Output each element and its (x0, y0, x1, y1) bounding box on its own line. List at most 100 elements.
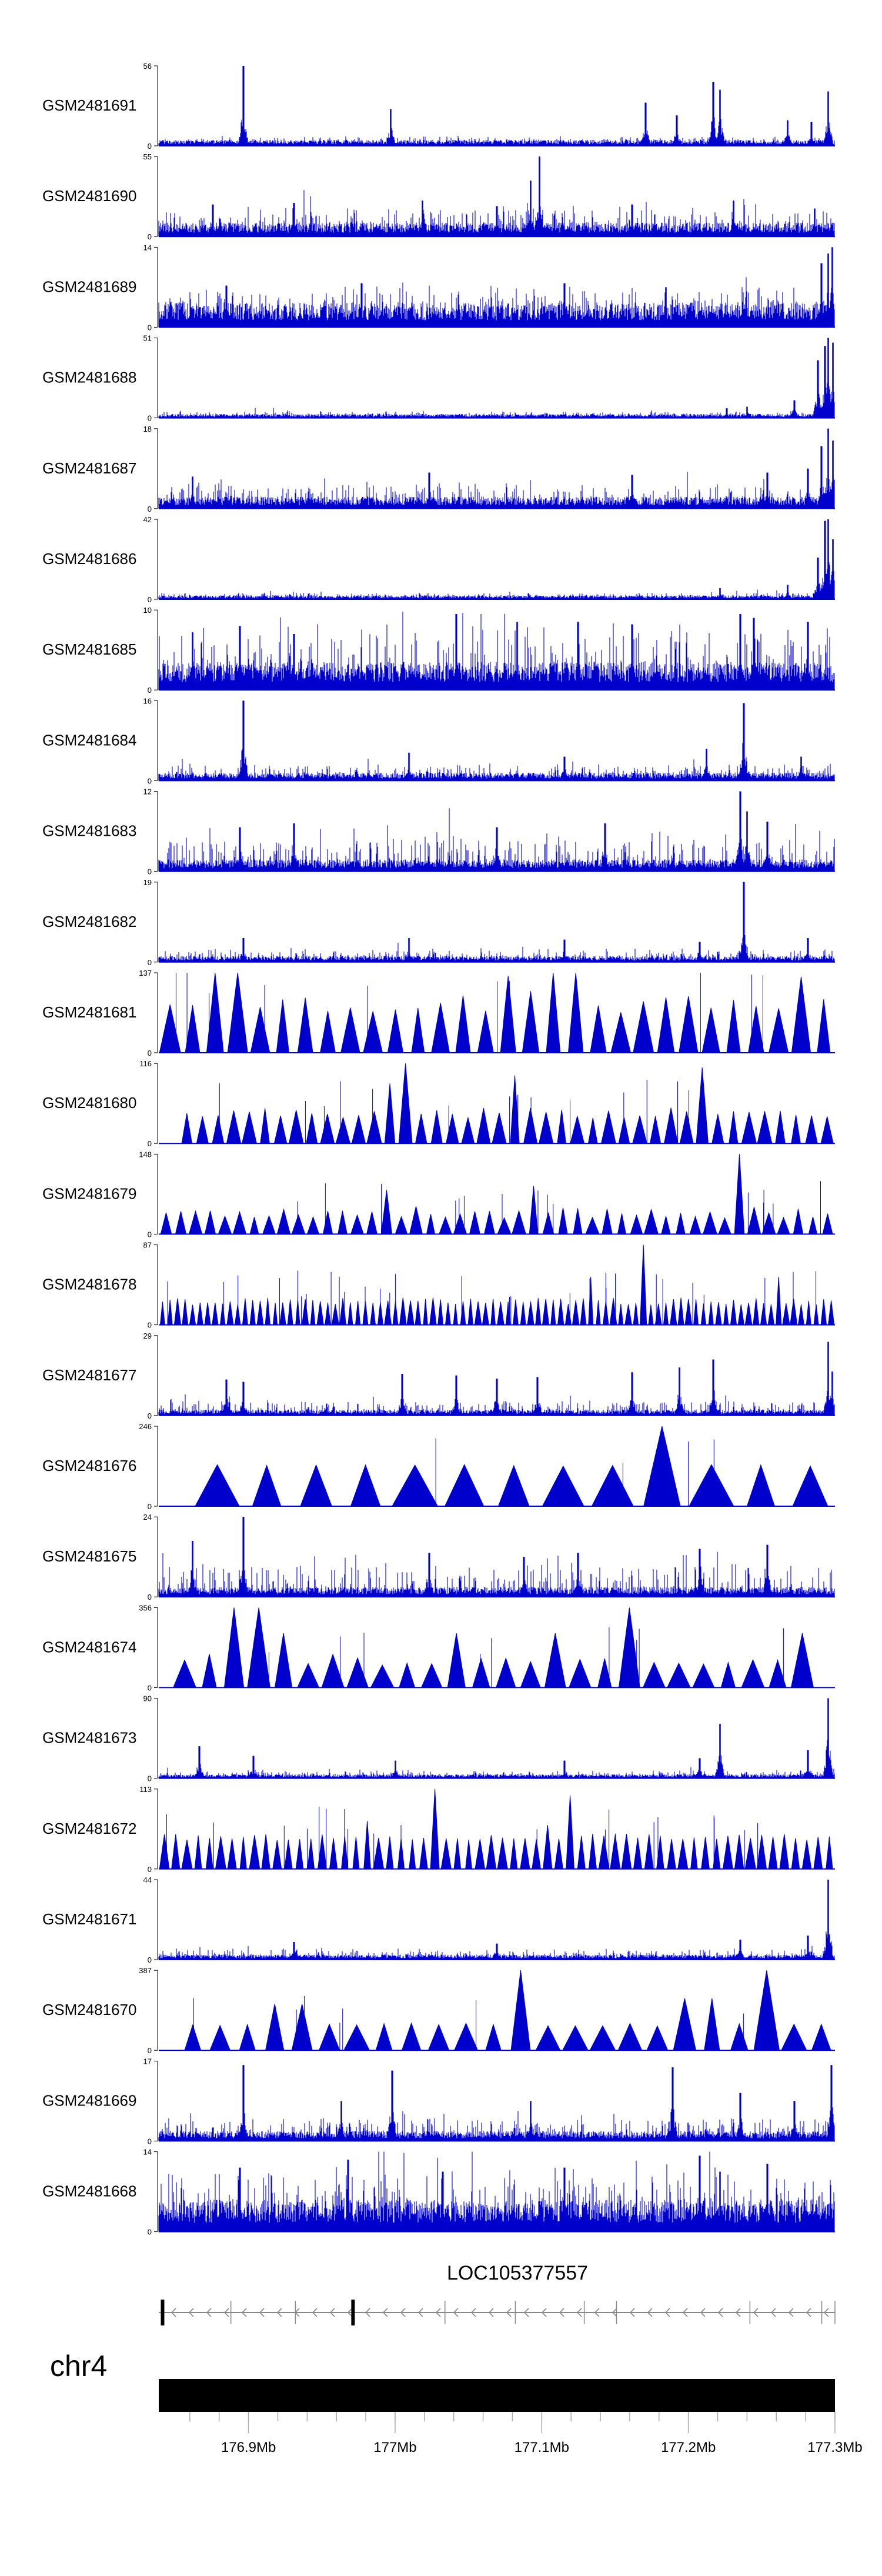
track-GSM2481672: GSM2481672 113 0 (42, 1785, 835, 1874)
track-label: GSM2481686 (42, 550, 136, 568)
strand-arrow (788, 2308, 794, 2317)
signal-area (179, 1063, 835, 1144)
track-GSM2481683: GSM2481683 12 0 (42, 788, 835, 876)
track-GSM2481690: GSM2481690 55 0 (42, 152, 835, 241)
track-label: GSM2481674 (42, 1638, 136, 1656)
strand-arrow (823, 2308, 829, 2317)
signal-bars (158, 156, 835, 237)
y-axis-min-label: 0 (148, 1502, 152, 1511)
y-axis-min-label: 0 (148, 595, 152, 604)
track-label: GSM2481668 (42, 2183, 136, 2200)
y-axis-max-label: 16 (143, 696, 152, 705)
strand-arrow (629, 2308, 635, 2317)
strand-arrow (347, 2308, 353, 2317)
strand-arrow (276, 2308, 282, 2317)
strand-arrow (576, 2308, 582, 2317)
strand-arrow (488, 2308, 494, 2317)
track-GSM2481670: GSM2481670 387 0 (42, 1966, 835, 2055)
y-axis-min-label: 0 (148, 1139, 152, 1148)
strand-arrow (717, 2308, 723, 2317)
track-GSM2481684: GSM2481684 16 0 (42, 696, 835, 785)
signal-area (192, 1426, 835, 1507)
strand-arrow (559, 2308, 564, 2317)
track-GSM2481680: GSM2481680 116 0 (42, 1059, 835, 1148)
track-label: GSM2481677 (42, 1366, 136, 1384)
track-label: GSM2481689 (42, 278, 136, 295)
y-axis-max-label: 87 (143, 1241, 152, 1250)
y-axis-max-label: 18 (143, 425, 152, 433)
signal-bars (158, 2065, 835, 2141)
track-GSM2481689: GSM2481689 14 0 (42, 243, 835, 332)
strand-arrow (735, 2308, 741, 2317)
y-axis-min-label: 0 (148, 867, 152, 876)
y-axis-min-label: 0 (148, 686, 152, 695)
strand-arrow (700, 2308, 706, 2317)
y-axis-max-label: 19 (143, 878, 152, 887)
strand-arrow (171, 2308, 176, 2317)
y-axis-min-label: 0 (148, 142, 152, 151)
track-label: GSM2481669 (42, 2091, 136, 2109)
y-axis-min-label: 0 (148, 1049, 152, 1057)
y-axis-max-label: 137 (139, 969, 152, 977)
y-axis-max-label: 42 (143, 515, 152, 524)
strand-arrow (329, 2308, 335, 2317)
track-label: GSM2481690 (42, 187, 136, 205)
track-label: GSM2481679 (42, 1184, 136, 1202)
exon (161, 2300, 165, 2325)
track-label: GSM2481672 (42, 1820, 136, 1837)
signal-area (159, 1154, 835, 1234)
strand-arrow (523, 2308, 529, 2317)
signal-area (179, 1970, 835, 2051)
y-axis-max-label: 90 (143, 1694, 152, 1703)
track-GSM2481685: GSM2481685 10 0 (42, 606, 835, 695)
signal-bars (158, 1698, 835, 1778)
track-label: GSM2481670 (42, 2001, 136, 2018)
y-axis-min-label: 0 (148, 414, 152, 423)
y-axis-max-label: 17 (143, 2057, 152, 2066)
track-GSM2481678: GSM2481678 87 0 (42, 1241, 835, 1330)
y-axis-max-label: 116 (139, 1059, 152, 1068)
strand-arrow (206, 2308, 212, 2317)
y-axis-min-label: 0 (148, 2228, 152, 2237)
strand-arrow (664, 2308, 670, 2317)
y-axis-min-label: 0 (148, 1593, 152, 1601)
strand-arrow (806, 2308, 811, 2317)
y-axis-max-label: 14 (143, 2148, 152, 2157)
track-label: GSM2481684 (42, 731, 136, 749)
track-label: GSM2481680 (42, 1094, 136, 1112)
y-axis-min-label: 0 (148, 2046, 152, 2055)
track-label: GSM2481688 (42, 369, 136, 386)
y-axis-max-label: 24 (143, 1513, 152, 1521)
track-label: GSM2481673 (42, 1729, 136, 1747)
strand-arrow (312, 2308, 318, 2317)
signal-bars (158, 1517, 835, 1597)
track-GSM2481681: GSM2481681 137 0 (42, 969, 835, 1057)
strand-arrow (453, 2308, 459, 2317)
strand-arrow (382, 2308, 388, 2317)
track-GSM2481669: GSM2481669 17 0 (42, 2057, 835, 2145)
y-axis-max-label: 51 (143, 334, 152, 343)
y-axis-max-label: 29 (143, 1332, 152, 1340)
signal-bars (158, 247, 835, 328)
chromosome-label: chr4 (50, 2350, 107, 2383)
strand-arrow (470, 2308, 476, 2317)
track-GSM2481686: GSM2481686 42 0 (42, 515, 835, 604)
track-GSM2481688: GSM2481688 51 0 (42, 334, 835, 423)
strand-arrow (682, 2308, 688, 2317)
strand-arrow (753, 2308, 759, 2317)
strand-arrow (365, 2308, 370, 2317)
strand-arrow (241, 2308, 247, 2317)
strand-arrow (400, 2308, 406, 2317)
signal-bars (158, 1880, 835, 1960)
y-axis-min-label: 0 (148, 2137, 152, 2145)
track-GSM2481674: GSM2481674 356 0 (42, 1603, 835, 1692)
track-GSM2481677: GSM2481677 29 0 (42, 1332, 835, 1420)
strand-arrow (612, 2308, 617, 2317)
chromosome-axis: chr4 176.9Mb 177Mb 177.1Mb 177.2Mb 177.3Mb (50, 2350, 863, 2455)
signal-bars (158, 611, 835, 690)
y-axis-max-label: 55 (143, 152, 152, 161)
track-GSM2481673: GSM2481673 90 0 (42, 1694, 835, 1783)
strand-arrow (594, 2308, 600, 2317)
track-GSM2481687: GSM2481687 18 0 (42, 425, 835, 513)
signal-bars (158, 700, 835, 781)
